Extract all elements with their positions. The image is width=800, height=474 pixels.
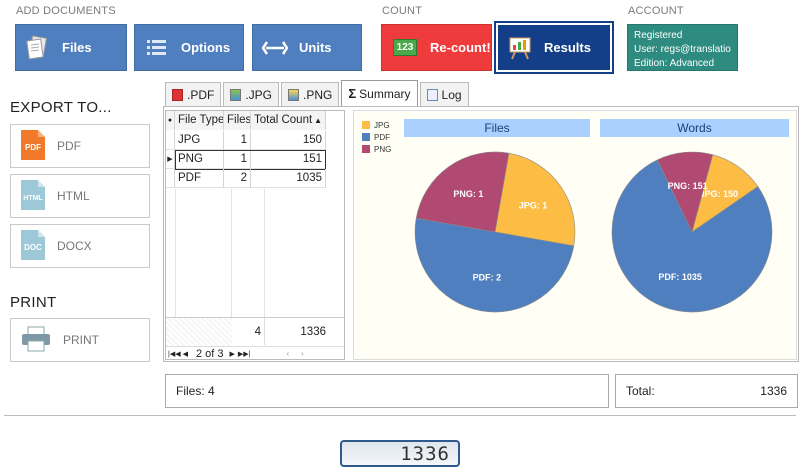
printer-icon [21, 326, 51, 355]
docx-file-icon: DOC [21, 229, 45, 263]
options-label: Options [181, 40, 231, 55]
chart-legend: JPG PDF PNG [362, 119, 391, 155]
total-value: 1336 [760, 384, 787, 398]
scroll-left-icon[interactable]: ‹ [286, 349, 290, 358]
results-tabs: .PDF .JPG .PNG Σ Summary Log [165, 80, 471, 106]
pdf-tab-icon [172, 88, 183, 101]
word-counter-display: 1336 [340, 440, 460, 467]
svg-text:HTML: HTML [23, 195, 43, 202]
image-tab-icon [288, 88, 300, 101]
account-status: Registered [634, 30, 683, 41]
pie-slice-png [656, 151, 714, 233]
tab-summary[interactable]: Σ Summary [341, 80, 418, 106]
account-info[interactable]: Registered User: regs@translatio... Edit… [627, 24, 738, 71]
recount-123-icon: 123 [390, 34, 420, 62]
words-pie-chart: JPG: 150 PDF: 1035 PNG: 151 [611, 151, 773, 313]
files-status: Files: 4 [165, 374, 609, 408]
pie-label-png: PNG: 151 [668, 181, 708, 191]
summary-grid[interactable]: ● File Type Files Total Count ▲ JPG 1 150… [165, 110, 345, 360]
pdf-file-icon: PDF [21, 129, 45, 163]
col-header-files[interactable]: Files [224, 111, 251, 130]
units-ruler-icon [261, 34, 289, 62]
legend-item-pdf: PDF [362, 131, 391, 143]
total-status: Total: 1336 [615, 374, 798, 408]
options-button[interactable]: Options [134, 24, 244, 71]
pie-label-jpg: JPG: 1 [519, 200, 548, 210]
tab-pdf[interactable]: .PDF [165, 82, 222, 106]
log-tab-icon [426, 88, 438, 101]
pie-label-png: PNG: 1 [453, 189, 483, 199]
recount-label: Re-count! [430, 40, 491, 55]
pie-label-jpg: JPG: 150 [699, 189, 738, 199]
tab-jpg[interactable]: .JPG [223, 82, 280, 106]
table-row[interactable]: JPG 1 150 [166, 131, 326, 150]
total-label: Total: [626, 384, 655, 398]
export-heading: EXPORT TO... [10, 99, 112, 116]
tab-png[interactable]: .PNG [281, 82, 340, 106]
pager-position: 2 of 3 [195, 347, 224, 360]
pager-last-icon[interactable]: ▶▶| [237, 350, 251, 358]
grid-pager: |◀◀ ◀ 2 of 3 ▶ ▶▶| ‹ › [166, 346, 344, 360]
current-row-indicator-icon: ▶ [166, 150, 175, 169]
files-label: Files [62, 40, 92, 55]
count-label: COUNT [382, 5, 423, 17]
sigma-icon: Σ [348, 86, 357, 101]
print-button[interactable]: PRINT [10, 318, 150, 362]
account-edition: Edition: Advanced [634, 58, 715, 69]
options-list-icon [143, 34, 171, 62]
image-tab-icon [230, 88, 242, 101]
words-chart-title: Words [600, 119, 789, 137]
divider [4, 415, 796, 416]
account-user: User: regs@translatio... [634, 44, 731, 55]
export-html-button[interactable]: HTML HTML [10, 174, 150, 218]
files-button[interactable]: Files [15, 24, 127, 71]
row-selection-outline [175, 150, 326, 170]
export-pdf-label: PDF [57, 139, 81, 153]
html-file-icon: HTML [21, 179, 45, 213]
pie-label-pdf: PDF: 1035 [658, 272, 702, 282]
pager-prev-icon[interactable]: ◀ [182, 350, 188, 358]
export-pdf-button[interactable]: PDF PDF [10, 124, 150, 168]
svg-text:PDF: PDF [25, 143, 41, 152]
svg-text:DOC: DOC [24, 243, 42, 252]
print-label: PRINT [63, 333, 99, 347]
recount-button[interactable]: 123 Re-count! [381, 24, 492, 71]
total-count: 1336 [300, 326, 326, 338]
export-docx-label: DOCX [57, 239, 92, 253]
export-docx-button[interactable]: DOC DOCX [10, 224, 150, 268]
scroll-right-icon[interactable]: › [301, 349, 304, 358]
export-html-label: HTML [57, 189, 90, 203]
results-label: Results [544, 40, 591, 55]
tab-log[interactable]: Log [419, 82, 469, 106]
pie-label-pdf: PDF: 2 [473, 273, 502, 283]
add-documents-label: ADD DOCUMENTS [16, 5, 116, 17]
pager-next-icon[interactable]: ▶ [229, 350, 235, 358]
legend-item-jpg: JPG [362, 119, 391, 131]
pie-slice-pdf [414, 217, 575, 313]
pie-slice-jpg [494, 152, 576, 247]
results-button[interactable]: Results [494, 21, 614, 74]
print-heading: PRINT [10, 294, 57, 311]
legend-item-png: PNG [362, 143, 391, 155]
table-row[interactable]: ▶ PNG 1 151 [166, 150, 326, 169]
units-button[interactable]: Units [252, 24, 362, 71]
sort-asc-icon: ▲ [314, 116, 322, 125]
total-files: 4 [232, 318, 265, 345]
col-header-file-type[interactable]: File Type [175, 111, 224, 130]
pie-slice-png [415, 151, 510, 233]
files-pie-chart: JPG: 1 PDF: 2 PNG: 1 [414, 151, 576, 313]
grid-totals-row: 4 1336 [166, 317, 344, 346]
account-label: ACCOUNT [628, 5, 684, 17]
pager-first-icon[interactable]: |◀◀ [168, 350, 181, 358]
files-icon [24, 34, 52, 62]
counter-value: 1336 [400, 442, 450, 465]
grid-header-row: ● File Type Files Total Count ▲ [166, 111, 326, 130]
col-header-total-count[interactable]: Total Count ▲ [251, 111, 326, 130]
units-label: Units [299, 40, 332, 55]
table-row[interactable]: PDF 2 1035 [166, 169, 326, 188]
pie-slice-pdf [611, 159, 773, 313]
row-selector-header: ● [166, 111, 175, 130]
files-chart-title: Files [404, 119, 590, 137]
presentation-icon [506, 34, 534, 62]
